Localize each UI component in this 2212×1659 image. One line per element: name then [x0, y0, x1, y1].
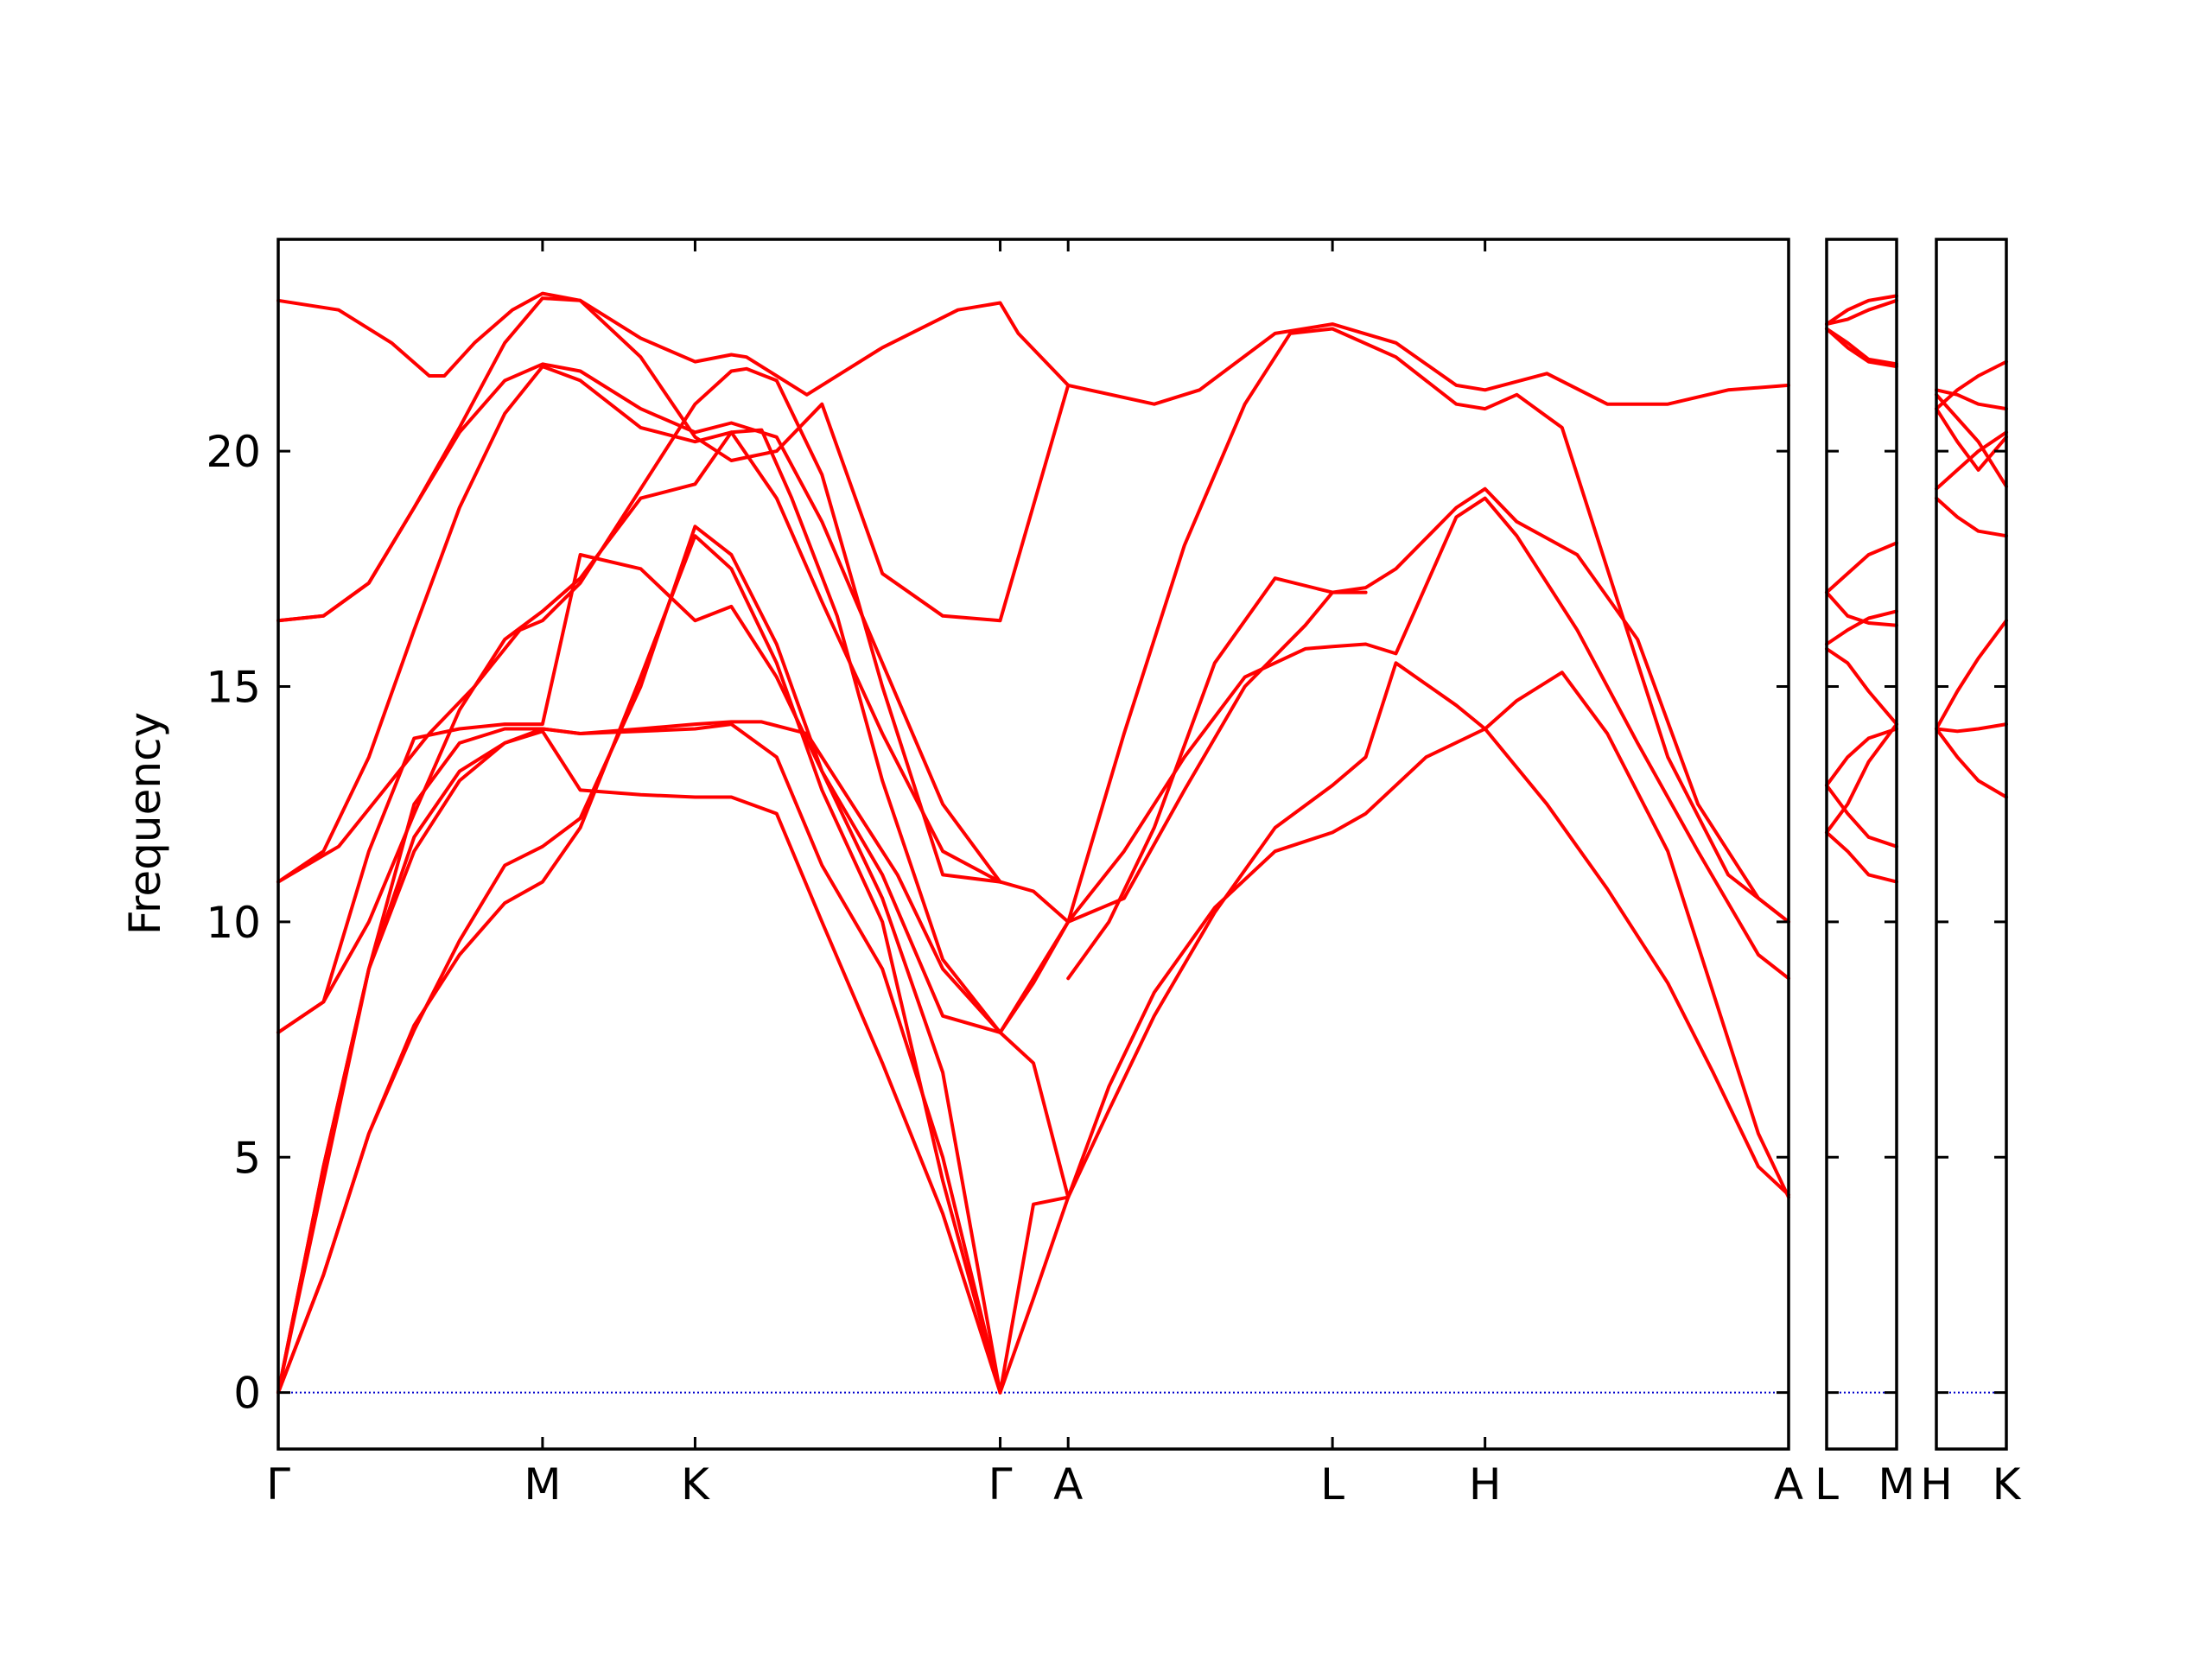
- y-tick-label: 0: [233, 1369, 261, 1419]
- band-line: [1825, 294, 1898, 327]
- plot-frame: [1935, 238, 2008, 1451]
- band-line: [276, 428, 1071, 1199]
- band-line: [1066, 576, 1368, 981]
- plot-frame: [276, 238, 1790, 1451]
- band-line: [276, 534, 1002, 1395]
- x-tick-label: M: [524, 1459, 561, 1510]
- band-line: [1825, 830, 1898, 884]
- y-tick-label: 5: [233, 1133, 261, 1183]
- band-line: [276, 524, 1002, 1395]
- band-line: [1935, 407, 2008, 472]
- x-tick-label: K: [1993, 1459, 2022, 1510]
- band-line: [1935, 496, 2008, 538]
- band-line: [998, 661, 1790, 1395]
- band-line: [998, 727, 1790, 1395]
- y-tick-label: 10: [206, 898, 261, 948]
- band-line: [1935, 359, 2008, 411]
- band-line: [276, 366, 1002, 884]
- band-line: [1825, 298, 1898, 327]
- x-tick-label: K: [681, 1459, 710, 1510]
- band-line: [1825, 783, 1898, 849]
- y-tick-label: 20: [206, 427, 261, 477]
- band-line: [276, 722, 1002, 1395]
- plot-frame: [1825, 238, 1898, 1451]
- x-tick-label: Γ: [988, 1459, 1013, 1510]
- band-line: [1825, 609, 1898, 646]
- x-tick-label: Γ: [266, 1459, 290, 1510]
- x-tick-label: M: [1878, 1459, 1915, 1510]
- band-line: [1935, 619, 2008, 731]
- band-line: [1935, 430, 2008, 491]
- band-line: [1825, 646, 1898, 727]
- band-line: [276, 486, 1790, 1034]
- band-line: [1825, 327, 1898, 369]
- band-line: [1935, 722, 2008, 734]
- band-line: [1935, 392, 2008, 488]
- x-tick-label: A: [1774, 1459, 1803, 1510]
- x-tick-label: A: [1053, 1459, 1083, 1510]
- band-line: [1825, 327, 1898, 366]
- y-axis-label: Frequency: [120, 712, 170, 935]
- x-tick-label: L: [1815, 1459, 1839, 1510]
- band-line: [1825, 590, 1898, 627]
- band-line: [276, 729, 1002, 1395]
- band-line: [1825, 727, 1898, 787]
- band-line: [998, 496, 1790, 1034]
- band-line: [276, 362, 1071, 924]
- y-axis: 0 5 10 15 20: [206, 427, 261, 1418]
- band-line: [276, 720, 1002, 1395]
- band-line: [1935, 727, 2008, 799]
- x-tick-label: L: [1320, 1459, 1344, 1510]
- y-tick-label: 15: [206, 663, 261, 713]
- band-line: [1066, 327, 1790, 924]
- band-line: [276, 291, 1790, 406]
- band-line: [1825, 722, 1898, 835]
- band-line: [1935, 388, 2008, 411]
- x-tick-label: H: [1920, 1459, 1953, 1510]
- band-line: [1825, 541, 1898, 594]
- x-tick-label: H: [1469, 1459, 1502, 1510]
